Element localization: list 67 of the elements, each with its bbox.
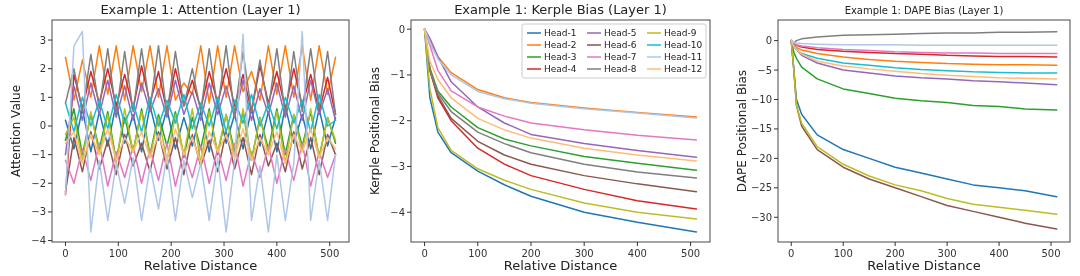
line-series [64, 45, 337, 104]
x-tick-label: 400 [267, 248, 287, 259]
x-tick-label: 200 [161, 248, 181, 259]
line-series [790, 31, 1058, 45]
y-tick-label: −20 [750, 152, 772, 164]
legend-label: Head-2 [544, 40, 577, 51]
x-tick-label: 400 [627, 248, 647, 259]
chart-title: Example 1: DAPE Bias (Layer 1) [844, 5, 1004, 16]
x-tick-label: 0 [421, 248, 428, 259]
y-tick-label: −15 [750, 123, 772, 135]
legend-label: Head-12 [664, 64, 703, 75]
x-tick-label: 100 [468, 248, 488, 259]
y-tick-label: −5 [757, 64, 772, 76]
y-axis-title: Attention Value [9, 84, 23, 178]
y-tick-label: 0 [765, 35, 772, 47]
y-tick-label: −3 [390, 160, 405, 172]
x-tick-label: 300 [214, 248, 234, 259]
y-tick-label: −3 [31, 206, 46, 218]
y-tick-label: 1 [39, 91, 46, 103]
x-tick-label: 500 [320, 248, 340, 259]
x-tick-label: 300 [574, 248, 594, 259]
y-axis-title: Kerple Positional Bias [368, 66, 382, 196]
legend-label: Head-10 [664, 40, 703, 51]
y-tick-label: −4 [390, 206, 405, 218]
x-tick-label: 500 [1041, 248, 1061, 259]
x-tick-label: 200 [885, 248, 905, 259]
x-tick-label: 0 [62, 248, 69, 259]
legend-label: Head-6 [604, 40, 637, 51]
chart-title: Example 1: Kerple Bias (Layer 1) [454, 2, 667, 17]
x-tick-label: 0 [788, 248, 795, 259]
y-tick-label: −2 [390, 115, 405, 127]
x-tick-label: 100 [108, 248, 128, 259]
line-series [64, 93, 337, 133]
x-tick-label: 500 [681, 248, 701, 259]
legend-label: Head-5 [604, 28, 637, 39]
legend-label: Head-1 [544, 28, 577, 39]
line-series [64, 79, 337, 156]
chart-title: Example 1: Attention (Layer 1) [100, 2, 301, 17]
x-tick-label: 100 [833, 248, 853, 259]
line-series [64, 142, 337, 187]
x-tick-label: 300 [937, 248, 957, 259]
y-tick-label: −30 [750, 211, 772, 223]
line-series [64, 30, 337, 233]
y-tick-label: 0 [39, 120, 46, 132]
y-tick-label: 0 [398, 23, 405, 35]
y-tick-label: −10 [750, 94, 772, 105]
legend-label: Head-11 [664, 52, 703, 63]
y-tick-label: −25 [750, 182, 772, 194]
line-series [64, 45, 337, 116]
legend-label: Head-4 [544, 64, 577, 75]
y-tick-label: −4 [31, 235, 46, 247]
x-tick-label: 200 [521, 248, 541, 259]
legend-label: Head-3 [544, 52, 577, 63]
legend-label: Head-7 [604, 52, 637, 63]
y-tick-label: −2 [31, 177, 46, 189]
y-tick-label: 3 [39, 34, 46, 46]
x-axis-title: Relative Distance [143, 258, 258, 273]
legend-label: Head-9 [664, 28, 697, 39]
x-axis-title: Relative Distance [867, 258, 981, 273]
x-tick-label: 400 [989, 248, 1009, 259]
y-tick-label: 2 [39, 63, 46, 75]
legend-label: Head-8 [604, 64, 637, 75]
x-axis-title: Relative Distance [503, 258, 618, 273]
line-series [64, 128, 337, 164]
y-tick-label: −1 [390, 69, 405, 81]
y-axis-title: DAPE Positional Bias [735, 69, 749, 193]
y-tick-label: −1 [31, 149, 46, 161]
